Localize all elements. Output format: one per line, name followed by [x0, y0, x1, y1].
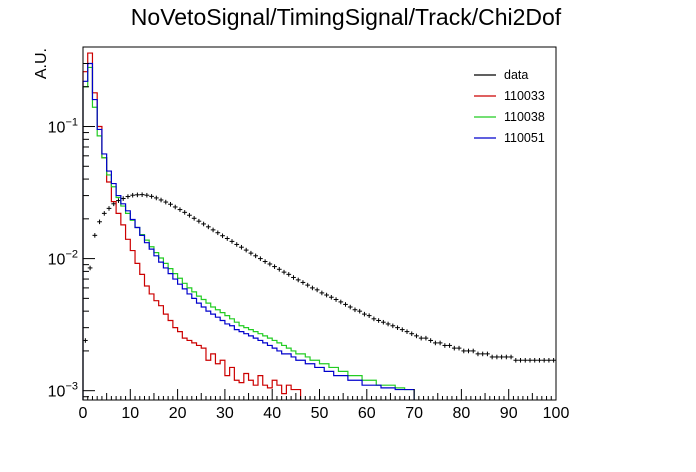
series-data	[83, 192, 556, 363]
histogram-step-110051	[82, 62, 415, 400]
series-110033	[82, 52, 302, 400]
x-tick-label: 50	[311, 405, 329, 422]
y-axis-label: A.U.	[33, 48, 50, 79]
x-tick-label: 30	[216, 405, 234, 422]
legend-item-data: data	[474, 68, 528, 82]
x-tick-label: 90	[500, 405, 518, 422]
axes-layer: 0 10 20 30 40 50 60 70 80 90 100 10−3 10−2 10−1	[48, 46, 570, 422]
legend-label: 110033	[504, 89, 545, 103]
chart-title: NoVetoSignal/TimingSignal/Track/Chi2Dof	[131, 4, 562, 30]
x-tick-label: 80	[453, 405, 471, 422]
y-tick-label: 10−1	[48, 117, 78, 137]
x-tick-label: 20	[169, 405, 187, 422]
legend-label: data	[504, 68, 528, 82]
plot-frame	[82, 46, 557, 401]
x-tick-label: 70	[405, 405, 423, 422]
histogram-step-110033	[82, 52, 302, 400]
legend-label: 110038	[504, 110, 545, 124]
legend-item-110033: 110033	[474, 89, 545, 103]
y-tick-label: 10−3	[48, 381, 78, 401]
y-tick-label: 10−2	[48, 249, 78, 269]
series-layer	[82, 52, 556, 400]
x-tick-label: 40	[263, 405, 281, 422]
x-tick-label: 100	[543, 405, 570, 422]
legend: data 110033 110038 110051	[474, 68, 545, 145]
legend-label: 110051	[504, 131, 545, 145]
series-110038	[82, 66, 415, 400]
series-110051	[82, 62, 415, 400]
legend-item-110038: 110038	[474, 110, 545, 124]
x-tick-label: 60	[358, 405, 376, 422]
x-tick-label: 10	[121, 405, 139, 422]
x-tick-label: 0	[79, 405, 88, 422]
histogram-step-110038	[82, 66, 415, 400]
legend-item-110051: 110051	[474, 131, 545, 145]
